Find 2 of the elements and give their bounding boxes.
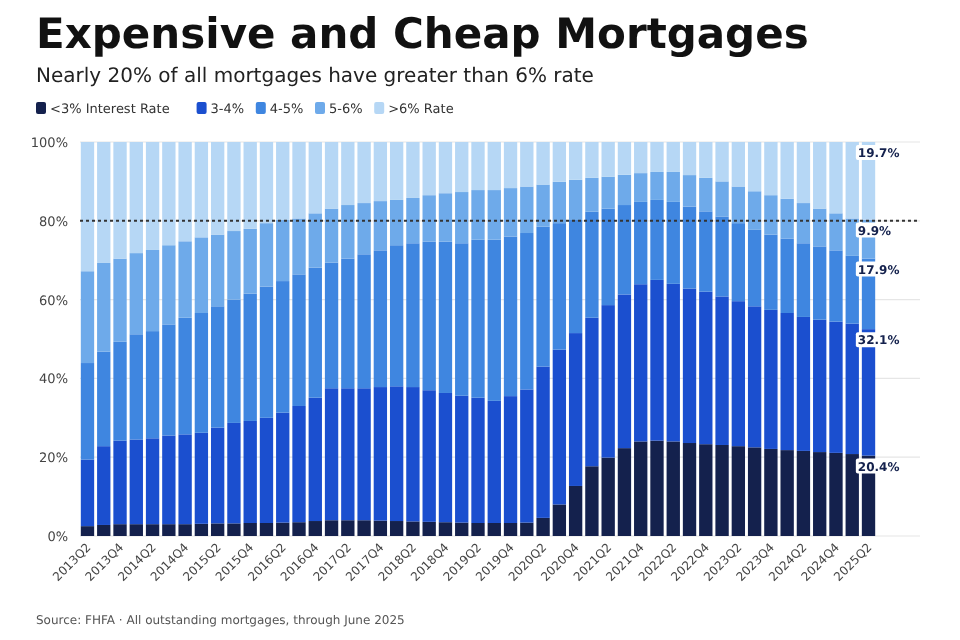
chart-subtitle: Nearly 20% of all mortgages have greater than 6% rate xyxy=(36,66,594,88)
chart-title: Expensive and Cheap Mortgages xyxy=(36,10,809,58)
